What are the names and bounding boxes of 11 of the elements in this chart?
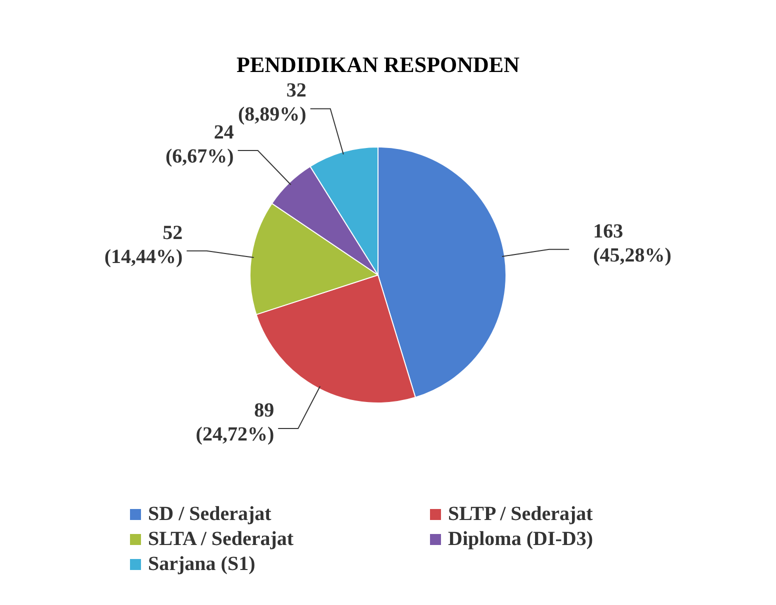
data-label: 24 (6,67%) xyxy=(165,122,234,168)
data-label: 52 (14,44%) xyxy=(104,222,183,268)
legend-label: Sarjana (S1) xyxy=(148,553,256,575)
legend-label: SD / Sederajat xyxy=(148,503,272,525)
data-label: 89 (24,72%) xyxy=(196,399,274,446)
chart-title: PENDIDIKAN RESPONDEN xyxy=(236,52,520,77)
data-label: 32 (8,89%) xyxy=(238,80,306,126)
legend-label: SLTA / Sederajat xyxy=(148,528,294,550)
legend-label: SLTP / Sederajat xyxy=(448,503,594,525)
legend-label: Diploma (DI-D3) xyxy=(448,528,593,550)
data-label: 163 (45,28%) xyxy=(593,220,672,266)
